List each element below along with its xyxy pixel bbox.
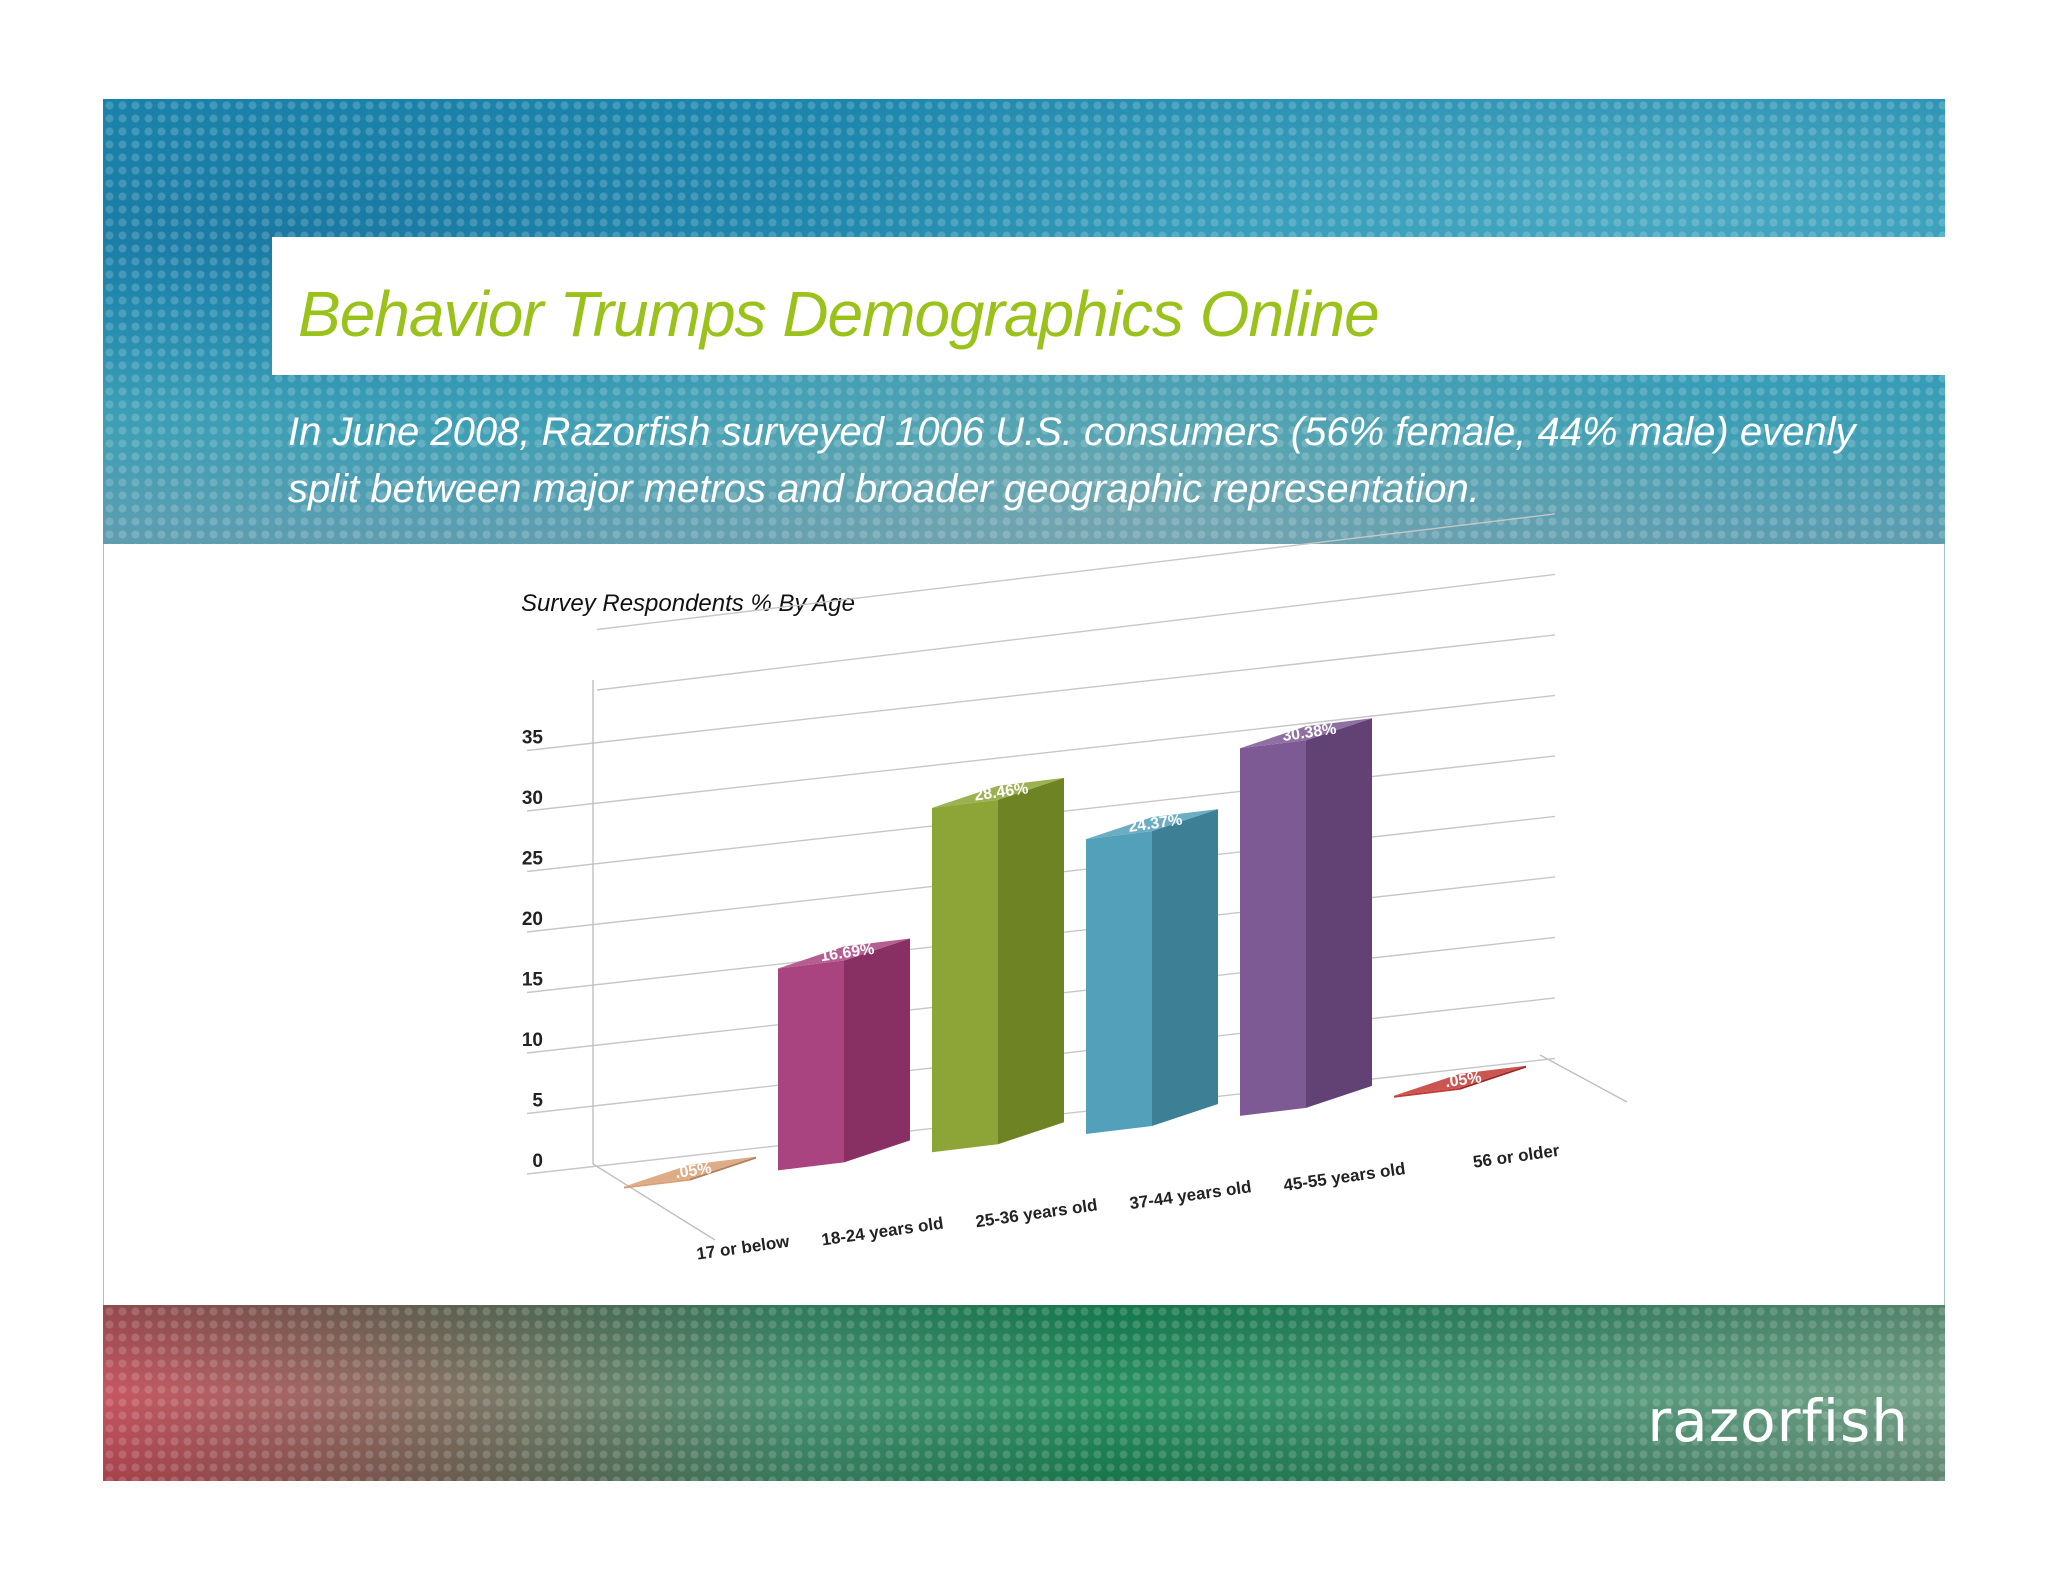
title-box: Behavior Trumps Demographics Online: [272, 237, 1945, 375]
floor-edge: [1539, 1054, 1628, 1103]
x-tick-label: 18-24 years old: [820, 1214, 944, 1250]
slide-subtitle: In June 2008, Razorfish surveyed 1006 U.…: [288, 410, 1856, 511]
gridline: [596, 573, 1556, 691]
x-tick-label: 25-36 years old: [974, 1195, 1098, 1231]
slide: Behavior Trumps Demographics Online In J…: [103, 99, 1945, 1481]
bar-front-face: [1240, 740, 1306, 1116]
bar-front-face: [778, 960, 844, 1171]
razorfish-logo: razorfish: [1647, 1387, 1909, 1455]
y-axis-ticks: 0 5 10 15 20 25 30 35: [522, 728, 544, 1173]
chart-title: Survey Respondents % By Age: [521, 590, 855, 617]
x-tick-label: 45-55 years old: [1282, 1159, 1406, 1195]
chart-bars: .05% 16.69%28.46%24.37%30.38% .05%: [624, 718, 1526, 1189]
y-tick-label: 25: [522, 849, 544, 870]
y-tick-label: 15: [522, 970, 544, 991]
y-tick-label: 5: [532, 1091, 543, 1112]
y-tick-label: 35: [522, 728, 544, 749]
bar-5: 30.38%: [1240, 718, 1372, 1116]
bar-side-face: [690, 1156, 756, 1181]
bar-front-face: [624, 1178, 690, 1189]
bar-front-face: [932, 799, 998, 1153]
gridline: [596, 513, 1556, 631]
slide-title: Behavior Trumps Demographics Online: [298, 278, 1380, 350]
bar-side-face: [1152, 809, 1218, 1127]
gridline: [526, 694, 1556, 812]
bar-front-face: [1394, 1087, 1460, 1098]
chart-gridlines: [526, 513, 1628, 1241]
bar-1: .05%: [624, 1156, 756, 1189]
footer-band: [103, 1305, 1945, 1481]
y-tick-label: 10: [522, 1030, 543, 1051]
y-tick-label: 20: [522, 909, 543, 930]
floor-edge: [592, 1163, 716, 1241]
bar-top-face: [1086, 809, 1218, 840]
bar-front-face: [1086, 831, 1152, 1135]
bar-data-label: .05%: [674, 1160, 712, 1182]
bar-3: 28.46%: [932, 777, 1064, 1153]
x-tick-label: 56 or older: [1472, 1141, 1561, 1172]
bar-6: .05%: [1394, 1065, 1526, 1098]
y-tick-label: 30: [522, 788, 543, 809]
bar-top-face: [932, 777, 1064, 808]
x-tick-label: 37-44 years old: [1128, 1177, 1252, 1213]
bar-top-face: [1394, 1065, 1526, 1096]
bar-side-face: [1306, 718, 1372, 1108]
bar-side-face: [998, 777, 1064, 1145]
bar-data-label: .05%: [1444, 1069, 1482, 1091]
bar-2: 16.69%: [778, 938, 910, 1171]
bar-top-face: [1240, 718, 1372, 749]
bar-4: 24.37%: [1086, 809, 1218, 1135]
bar-side-face: [1460, 1065, 1526, 1090]
y-tick-label: 0: [532, 1151, 543, 1172]
bar-top-face: [778, 938, 910, 969]
bar-top-face: [624, 1156, 756, 1187]
gridline: [526, 634, 1556, 752]
bar-side-face: [844, 938, 910, 1163]
